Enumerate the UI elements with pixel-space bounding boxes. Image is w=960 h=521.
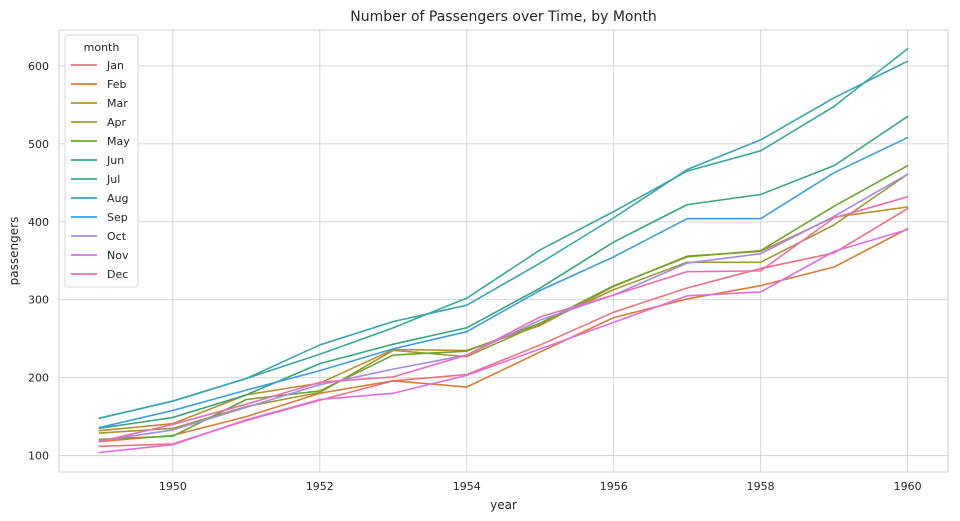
legend-label-feb: Feb [107, 78, 126, 91]
plot-area [58, 29, 949, 473]
legend-label-dec: Dec [107, 268, 128, 281]
y-tick-label: 100 [28, 450, 49, 463]
legend-label-aug: Aug [107, 192, 128, 205]
x-tick-label: 1956 [600, 480, 628, 493]
y-tick-label: 200 [28, 372, 49, 385]
legend-label-apr: Apr [107, 116, 127, 129]
legend-label-jun: Jun [106, 154, 124, 167]
y-tick-label: 300 [28, 294, 49, 307]
series-lines [98, 47, 909, 454]
x-tick-label: 1960 [894, 480, 922, 493]
x-tick-label: 1950 [159, 480, 187, 493]
x-axis-label: year [490, 498, 517, 512]
legend-title: month [84, 41, 120, 54]
legend-label-sep: Sep [107, 211, 128, 224]
series-line-aug [98, 60, 909, 420]
series-line-dec [98, 196, 909, 443]
x-tick-label: 1952 [306, 480, 334, 493]
legend-label-jul: Jul [106, 173, 120, 186]
y-tick-label: 600 [28, 60, 49, 73]
legend-label-mar: Mar [107, 97, 128, 110]
x-tick-label: 1958 [747, 480, 775, 493]
legend-box [64, 34, 139, 288]
series-line-may [98, 164, 909, 441]
series-line-nov [98, 228, 909, 454]
legend-label-jan: Jan [106, 59, 124, 72]
legend: month Jan Feb Mar Apr May Jun Jul Aug Sep Oct Nov D… [64, 34, 139, 288]
x-tick-label: 1954 [453, 480, 481, 493]
legend-label-may: May [107, 135, 130, 148]
legend-entries: Jan Feb Mar Apr May Jun Jul Aug Sep Oct Nov Dec [71, 59, 130, 281]
series-line-jun [98, 115, 909, 430]
y-tick-label: 400 [28, 216, 49, 229]
legend-label-nov: Nov [107, 249, 129, 262]
tick-labels: 1950 1952 1954 1956 1958 1960 100 200 300 400 500 6… [28, 60, 922, 493]
y-axis-label: passengers [7, 217, 21, 286]
y-tick-label: 500 [28, 138, 49, 151]
legend-label-oct: Oct [107, 230, 127, 243]
series-line-apr [98, 173, 909, 434]
series-line-feb [98, 227, 909, 443]
series-line-oct [98, 173, 909, 442]
series-line-sep [98, 136, 909, 429]
chart-title: Number of Passengers over Time, by Month [350, 9, 656, 25]
